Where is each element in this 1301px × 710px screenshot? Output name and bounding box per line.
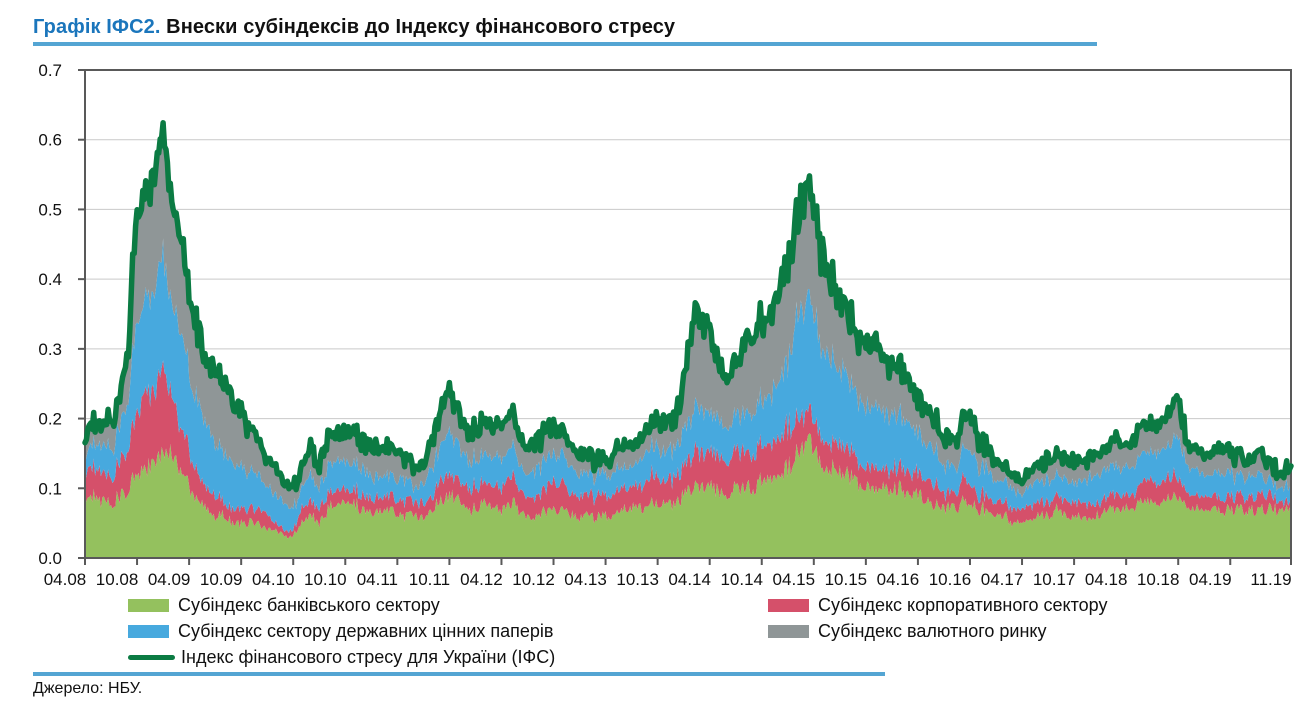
x-tick-label: 10.11 — [409, 570, 450, 589]
x-tick-label: 04.14 — [668, 570, 711, 589]
legend-swatch-currency-market — [768, 624, 809, 638]
legend-label-banking-sector: Субіндекс банківського сектору — [178, 594, 440, 615]
x-tick-label: 10.08 — [96, 570, 139, 589]
y-tick-label: 0.4 — [38, 270, 62, 289]
x-tick-label: 04.15 — [773, 570, 816, 589]
y-tick-label: 0.3 — [38, 340, 62, 359]
y-tick-label: 0.2 — [38, 410, 62, 429]
title-underline — [33, 42, 1097, 46]
x-tick-label: 04.13 — [564, 570, 607, 589]
x-tick-label: 10.15 — [825, 570, 868, 589]
chart-legend: Субіндекс банківського сектору Субіндекс… — [128, 594, 1107, 668]
legend-label-currency-market: Субіндекс валютного ринку — [818, 620, 1047, 641]
legend-item-currency-market: Субіндекс валютного ринку — [768, 620, 1107, 642]
legend-item-ifs-line: Індекс фінансового стресу для України (І… — [128, 646, 768, 668]
y-tick-label: 0.0 — [38, 549, 62, 568]
stress-index-stacked-area-chart: 0.0 0.1 0.2 0.3 0.4 0.5 0.6 0.7 04.08 10.08 04.09 1… — [38, 61, 1294, 589]
y-tick-label: 0.7 — [38, 61, 62, 80]
legend-label-government-securities: Субіндекс сектору державних цінних папер… — [178, 620, 554, 641]
source-note: Джерело: НБУ. — [33, 680, 143, 697]
y-tick-label: 0.5 — [38, 200, 62, 219]
x-tick-label: 10.10 — [304, 570, 347, 589]
x-tick-label: 10.14 — [720, 570, 763, 589]
axes-frame-and-ticks — [78, 69, 1292, 565]
ifs-line — [82, 120, 1294, 493]
x-tick-label: 04.11 — [357, 570, 398, 589]
x-tick-label: 11.19 — [1250, 570, 1291, 589]
x-tick-label: 10.09 — [200, 570, 243, 589]
x-tick-label: 04.08 — [44, 570, 87, 589]
footer-divider — [33, 672, 885, 676]
y-tick-label: 0.1 — [38, 479, 62, 498]
x-tick-label: 04.09 — [148, 570, 191, 589]
legend-swatch-banking-sector — [128, 598, 169, 612]
y-tick-label: 0.6 — [38, 131, 62, 150]
legend-item-government-securities: Субіндекс сектору державних цінних папер… — [128, 620, 768, 642]
legend-swatch-corporate-sector — [768, 598, 809, 612]
x-tick-label: 04.17 — [981, 570, 1024, 589]
area-bands — [85, 122, 1291, 558]
x-tick-label: 10.18 — [1137, 570, 1180, 589]
x-tick-label: 04.10 — [252, 570, 295, 589]
legend-item-corporate-sector: Субіндекс корпоративного сектору — [768, 594, 1107, 616]
x-axis-labels: 04.08 10.08 04.09 10.09 04.10 10.10 04.11 10.11… — [44, 570, 1292, 589]
x-tick-label: 04.16 — [877, 570, 920, 589]
x-tick-label: 10.16 — [929, 570, 972, 589]
x-tick-label: 04.12 — [460, 570, 503, 589]
x-tick-label: 10.13 — [616, 570, 659, 589]
band-series-0 — [85, 433, 1291, 558]
y-axis-labels: 0.0 0.1 0.2 0.3 0.4 0.5 0.6 0.7 — [38, 61, 62, 568]
x-tick-label: 10.17 — [1033, 570, 1076, 589]
x-tick-label: 04.18 — [1085, 570, 1128, 589]
legend-item-banking-sector: Субіндекс банківського сектору — [128, 594, 768, 616]
legend-swatch-ifs-line — [128, 654, 175, 660]
x-tick-label: 10.12 — [512, 570, 555, 589]
chart-title: Графік ІФС2. Внески субіндексів до Індек… — [33, 16, 675, 39]
legend-label-ifs-line: Індекс фінансового стресу для України (І… — [181, 646, 556, 667]
chart-title-prefix: Графік ІФС2. — [33, 16, 161, 38]
chart-title-text: Внески субіндексів до Індексу фінансовог… — [160, 16, 676, 38]
legend-swatch-government-securities — [128, 624, 169, 638]
legend-label-corporate-sector: Субіндекс корпоративного сектору — [818, 594, 1108, 615]
x-tick-label: 04.19 — [1189, 570, 1232, 589]
